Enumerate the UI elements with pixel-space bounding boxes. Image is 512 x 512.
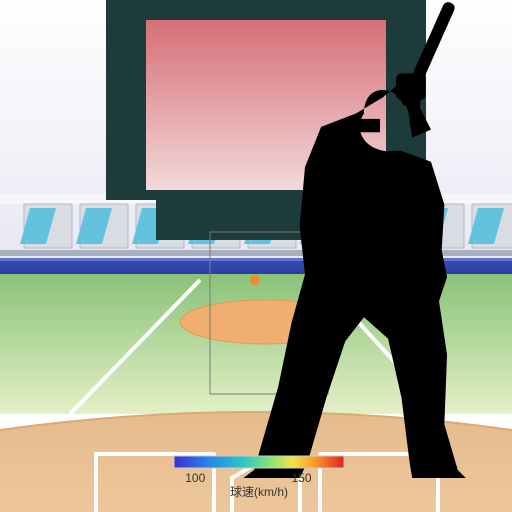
pitch-markers	[250, 275, 260, 285]
pitch-chart: 100 150球速(km/h)	[0, 0, 512, 512]
colorbar-tick-label: 100	[185, 471, 205, 485]
colorbar-title: 球速(km/h)	[230, 485, 288, 499]
pitch-marker	[250, 275, 260, 285]
speed-colorbar	[174, 456, 344, 468]
colorbar-tick-label: 150	[291, 471, 311, 485]
